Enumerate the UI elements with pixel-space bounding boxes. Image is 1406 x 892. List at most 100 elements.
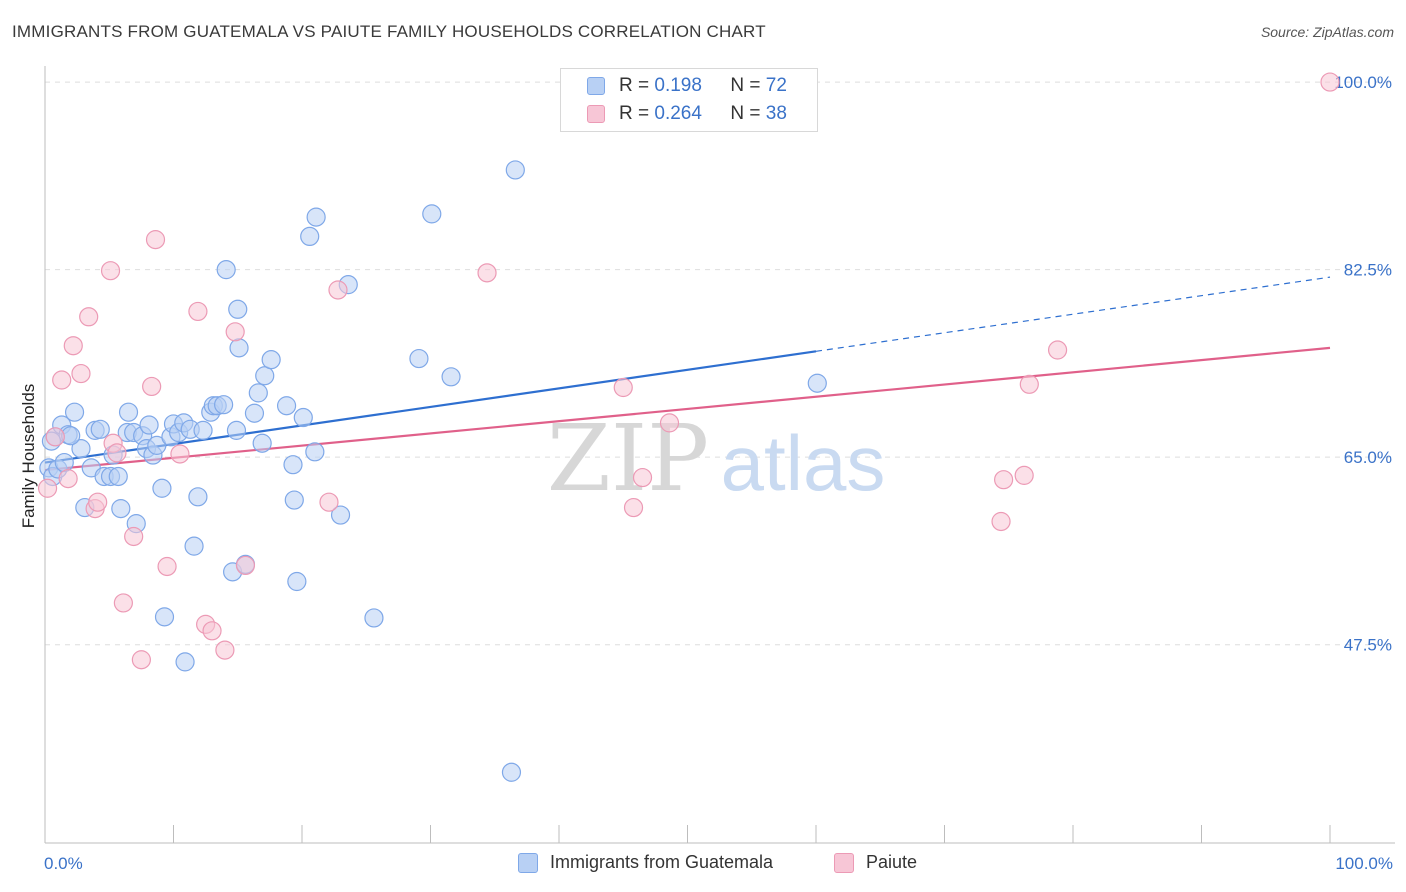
y-tick-label: 47.5%	[1344, 636, 1392, 655]
point-paiute	[131, 650, 151, 670]
data-points	[37, 72, 1340, 782]
point-paiute	[319, 492, 339, 512]
point-paiute	[202, 621, 222, 641]
watermark: ZIP atlas	[547, 405, 885, 512]
watermark-atlas: atlas	[721, 419, 886, 507]
point-paiute	[52, 370, 72, 390]
x-tick-label: 100.0%	[1335, 854, 1393, 873]
point-paiute	[63, 336, 83, 356]
point-paiute	[1014, 465, 1034, 485]
point-paiute	[157, 556, 177, 577]
legend-n-label: N =	[730, 103, 761, 124]
grid-lines	[45, 81, 1395, 646]
point-guatemala	[244, 403, 265, 423]
legend-r-value: 0.198	[654, 75, 702, 96]
source-label: Source: ZipAtlas.com	[1260, 24, 1394, 40]
point-guatemala	[293, 407, 313, 428]
legend-swatch-guatemala	[587, 77, 605, 95]
point-guatemala	[193, 420, 213, 440]
point-guatemala	[505, 160, 525, 180]
series-swatch-paiute	[834, 852, 854, 873]
point-guatemala	[54, 452, 74, 473]
point-guatemala	[364, 608, 384, 628]
point-guatemala	[330, 505, 351, 525]
point-paiute	[659, 413, 680, 433]
point-guatemala	[276, 396, 297, 416]
legend-row-paiute: R = 0.264 N = 38	[587, 102, 787, 126]
point-paiute	[235, 555, 256, 576]
legend-swatch-paiute	[587, 105, 605, 123]
point-paiute	[170, 444, 190, 464]
point-paiute	[88, 492, 108, 512]
y-tick-label: 100.0%	[1334, 73, 1392, 92]
legend-n-value: 38	[765, 103, 787, 124]
point-guatemala	[111, 499, 131, 519]
y-tick-label: 82.5%	[1344, 261, 1392, 280]
point-guatemala	[807, 373, 827, 393]
series-legend-guatemala[interactable]: Immigrants from Guatemala	[518, 852, 773, 873]
point-paiute	[37, 478, 58, 498]
point-guatemala	[90, 419, 110, 439]
point-guatemala	[71, 439, 91, 459]
point-paiute	[107, 443, 127, 463]
point-paiute	[477, 263, 497, 283]
point-paiute	[45, 427, 65, 447]
point-guatemala	[252, 433, 272, 453]
point-guatemala	[409, 348, 429, 369]
y-tick-label: 65.0%	[1344, 448, 1392, 467]
point-guatemala	[248, 383, 268, 403]
legend-n-value: 72	[765, 75, 787, 96]
point-paiute	[79, 307, 99, 327]
point-paiute	[113, 593, 133, 613]
point-paiute	[1047, 340, 1068, 360]
legend-r-label: R =	[619, 75, 650, 96]
point-paiute	[1320, 72, 1340, 92]
series-legend-label: Paiute	[866, 852, 918, 872]
point-guatemala	[184, 536, 204, 556]
point-guatemala	[422, 204, 442, 224]
point-paiute	[58, 469, 78, 489]
axes	[44, 66, 1395, 844]
point-guatemala	[154, 607, 175, 627]
chart-title: IMMIGRANTS FROM GUATEMALA VS PAIUTE FAMI…	[12, 22, 766, 41]
point-paiute	[225, 322, 245, 342]
point-guatemala	[229, 338, 249, 358]
x-tick-label: 0.0%	[44, 854, 83, 873]
point-paiute	[142, 376, 162, 397]
point-guatemala	[108, 466, 128, 487]
point-guatemala	[284, 490, 304, 510]
point-paiute	[188, 301, 208, 322]
point-paiute	[613, 377, 633, 398]
point-guatemala	[441, 367, 461, 387]
point-paiute	[632, 467, 653, 488]
point-guatemala	[255, 366, 275, 386]
point-guatemala	[287, 571, 307, 592]
point-guatemala	[306, 207, 326, 227]
point-paiute	[623, 497, 644, 518]
point-paiute	[145, 230, 166, 250]
trend-line-guatemala-extension	[815, 276, 1331, 352]
point-paiute	[991, 511, 1011, 532]
legend-r-label: R =	[619, 103, 650, 124]
series-legend-label: Immigrants from Guatemala	[550, 852, 774, 872]
point-guatemala	[305, 442, 325, 462]
point-paiute	[1019, 374, 1039, 394]
point-paiute	[994, 470, 1014, 490]
point-guatemala	[214, 395, 234, 415]
legend-n-label: N =	[730, 75, 761, 96]
point-guatemala	[139, 415, 159, 435]
point-guatemala	[64, 402, 85, 422]
point-guatemala	[226, 420, 247, 440]
tick-labels: 47.5% 65.0% 82.5% 100.0% 0.0% 100.0%	[44, 73, 1393, 873]
series-swatch-guatemala	[518, 852, 538, 873]
point-guatemala	[152, 478, 172, 498]
point-guatemala	[147, 435, 167, 455]
point-paiute	[215, 640, 235, 660]
point-guatemala	[228, 299, 248, 319]
point-guatemala	[283, 455, 303, 475]
y-axis-label: Family Households	[19, 384, 38, 529]
series-legend-paiute[interactable]: Paiute	[834, 852, 917, 873]
series-legend: Immigrants from Guatemala Paiute	[0, 852, 1406, 878]
point-guatemala	[261, 350, 281, 370]
